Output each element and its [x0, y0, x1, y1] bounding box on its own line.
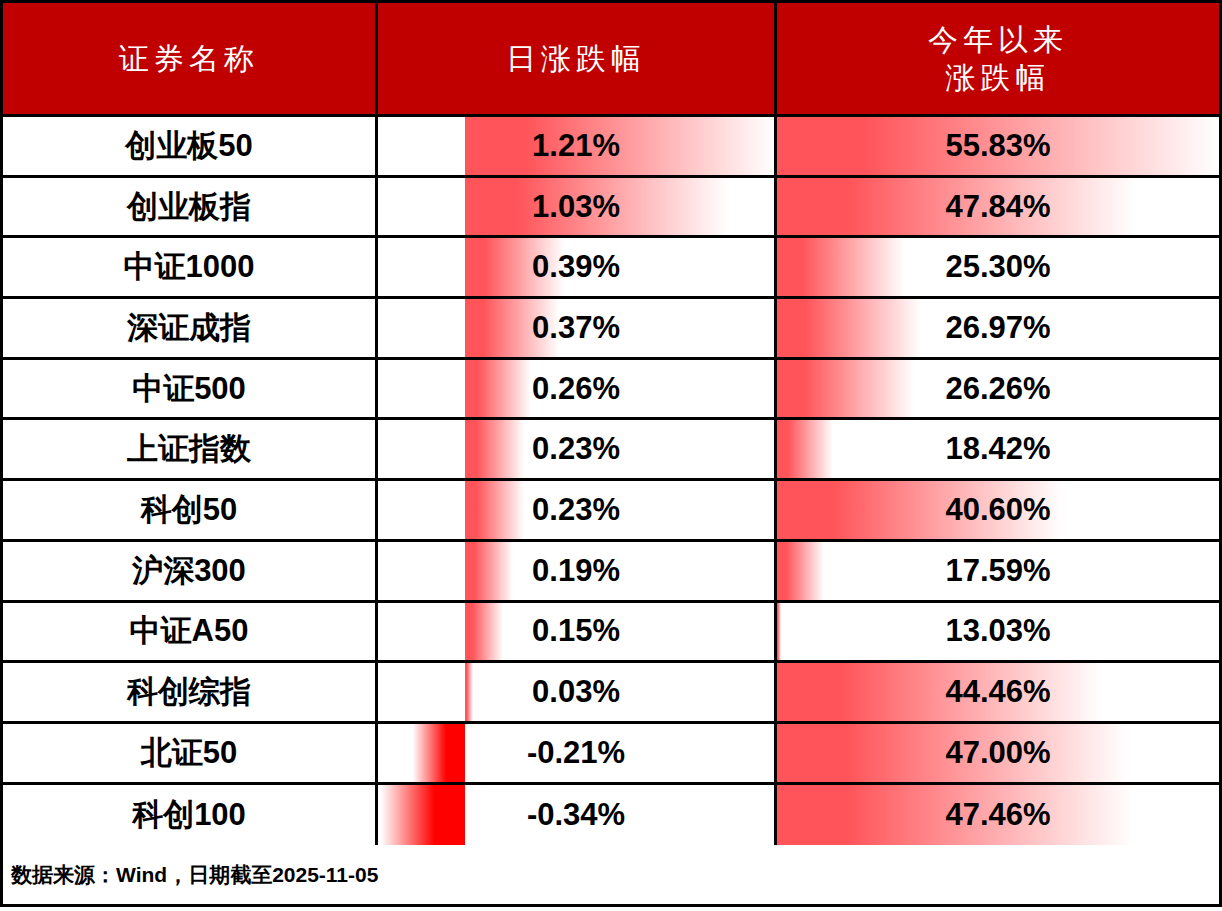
daily-change-cell: 0.23%	[378, 420, 777, 478]
table-row: 上证指数 0.23% 18.42%	[3, 420, 1219, 481]
table-row: 创业板50 1.21% 55.83%	[3, 117, 1219, 178]
daily-change-value: 0.37%	[532, 310, 620, 346]
daily-change-value: 0.26%	[532, 371, 620, 407]
index-performance-table: 证券名称 日涨跌幅 今年以来 涨跌幅 创业板50 1.21% 55.83% 创业…	[0, 0, 1222, 907]
ytd-change-value: 47.00%	[945, 735, 1050, 771]
daily-change-cell: 0.26%	[378, 360, 777, 418]
table-row: 中证500 0.26% 26.26%	[3, 360, 1219, 421]
daily-change-cell: 0.15%	[378, 603, 777, 661]
ytd-change-cell: 47.46%	[777, 785, 1219, 846]
column-header-daily-change: 日涨跌幅	[378, 3, 777, 114]
index-name: 沪深300	[3, 542, 378, 600]
ytd-change-value: 25.30%	[945, 249, 1050, 285]
table-row: 深证成指 0.37% 26.97%	[3, 299, 1219, 360]
table-row: 中证1000 0.39% 25.30%	[3, 238, 1219, 299]
daily-change-value: 1.03%	[532, 189, 620, 225]
column-header-ytd-change: 今年以来 涨跌幅	[777, 3, 1219, 114]
data-source-note: 数据来源：Wind，日期截至2025-11-05	[3, 845, 1219, 905]
ytd-change-value: 47.84%	[945, 189, 1050, 225]
daily-change-databar	[465, 603, 503, 661]
table-row: 中证A50 0.15% 13.03%	[3, 603, 1219, 664]
table-footer-row: 数据来源：Wind，日期截至2025-11-05	[3, 845, 1219, 905]
daily-change-value: 0.23%	[532, 492, 620, 528]
table-row: 科创50 0.23% 40.60%	[3, 481, 1219, 542]
daily-change-value: 0.19%	[532, 553, 620, 589]
daily-change-value: -0.34%	[527, 797, 625, 833]
ytd-change-value: 44.46%	[945, 674, 1050, 710]
ytd-change-cell: 18.42%	[777, 420, 1219, 478]
ytd-change-value: 47.46%	[945, 797, 1050, 833]
daily-change-value: 1.21%	[532, 128, 620, 164]
ytd-change-cell: 47.00%	[777, 724, 1219, 782]
daily-change-value: 0.39%	[532, 249, 620, 285]
ytd-change-cell: 26.97%	[777, 299, 1219, 357]
daily-change-value: 0.23%	[532, 431, 620, 467]
ytd-change-databar	[777, 663, 1102, 721]
ytd-change-cell: 13.03%	[777, 603, 1219, 661]
daily-change-cell: -0.21%	[378, 724, 777, 782]
daily-change-cell: 0.19%	[378, 542, 777, 600]
daily-change-cell: 0.37%	[378, 299, 777, 357]
daily-change-cell: 1.21%	[378, 117, 777, 175]
index-name: 创业板指	[3, 178, 378, 236]
daily-change-cell: 0.03%	[378, 663, 777, 721]
ytd-change-cell: 25.30%	[777, 238, 1219, 296]
ytd-change-cell: 44.46%	[777, 663, 1219, 721]
table-row: 科创100 -0.34% 47.46%	[3, 785, 1219, 846]
ytd-change-cell: 26.26%	[777, 360, 1219, 418]
ytd-change-cell: 40.60%	[777, 481, 1219, 539]
daily-change-databar	[465, 360, 531, 418]
index-name: 中证A50	[3, 603, 378, 661]
index-name: 北证50	[3, 724, 378, 782]
daily-change-cell: -0.34%	[378, 785, 777, 846]
ytd-change-value: 55.83%	[945, 128, 1050, 164]
index-name: 创业板50	[3, 117, 378, 175]
daily-change-value: 0.03%	[532, 674, 620, 710]
ytd-change-databar	[777, 420, 833, 478]
ytd-change-value: 17.59%	[945, 553, 1050, 589]
index-name: 科创100	[3, 785, 378, 846]
daily-change-databar	[465, 420, 524, 478]
table-row: 沪深300 0.19% 17.59%	[3, 542, 1219, 603]
ytd-header-line1: 今年以来	[928, 21, 1068, 59]
table-header-row: 证券名称 日涨跌幅 今年以来 涨跌幅	[3, 3, 1219, 117]
index-name: 科创50	[3, 481, 378, 539]
daily-change-cell: 0.39%	[378, 238, 777, 296]
ytd-change-databar	[777, 238, 904, 296]
daily-change-databar	[411, 724, 465, 782]
column-header-security-name: 证券名称	[3, 3, 378, 114]
table-row: 北证50 -0.21% 47.00%	[3, 724, 1219, 785]
index-name: 中证1000	[3, 238, 378, 296]
index-name: 科创综指	[3, 663, 378, 721]
ytd-header-line2: 涨跌幅	[928, 59, 1068, 97]
table-row: 创业板指 1.03% 47.84%	[3, 178, 1219, 239]
daily-change-cell: 1.03%	[378, 178, 777, 236]
ytd-change-value: 40.60%	[945, 492, 1050, 528]
daily-change-databar	[465, 481, 524, 539]
index-name: 中证500	[3, 360, 378, 418]
ytd-change-value: 18.42%	[945, 431, 1050, 467]
daily-change-value: 0.15%	[532, 613, 620, 649]
ytd-change-cell: 47.84%	[777, 178, 1219, 236]
ytd-change-cell: 17.59%	[777, 542, 1219, 600]
ytd-change-databar	[777, 360, 914, 418]
ytd-change-databar	[777, 603, 781, 661]
table-body: 创业板50 1.21% 55.83% 创业板指 1.03% 47.84% 中证1…	[3, 117, 1219, 845]
daily-change-cell: 0.23%	[378, 481, 777, 539]
table-row: 科创综指 0.03% 44.46%	[3, 663, 1219, 724]
ytd-change-value: 26.97%	[945, 310, 1050, 346]
daily-change-databar	[465, 663, 473, 721]
ytd-change-databar	[777, 299, 921, 357]
ytd-change-cell: 55.83%	[777, 117, 1219, 175]
daily-change-databar	[465, 542, 514, 600]
ytd-change-value: 26.26%	[945, 371, 1050, 407]
daily-change-value: -0.21%	[527, 735, 625, 771]
daily-change-databar	[378, 785, 465, 846]
ytd-change-value: 13.03%	[945, 613, 1050, 649]
index-name: 深证成指	[3, 299, 378, 357]
ytd-change-databar	[777, 542, 824, 600]
index-name: 上证指数	[3, 420, 378, 478]
